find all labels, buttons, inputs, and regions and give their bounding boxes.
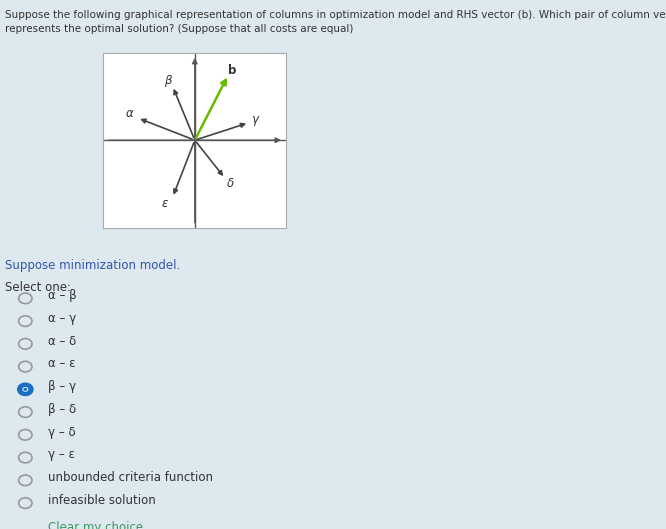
Text: Suppose minimization model.: Suppose minimization model. xyxy=(5,259,180,272)
Text: γ – δ: γ – δ xyxy=(48,426,75,439)
Text: β – γ: β – γ xyxy=(48,380,76,393)
Text: α: α xyxy=(126,107,133,120)
Text: Select one:: Select one: xyxy=(5,281,71,295)
Text: unbounded criteria function: unbounded criteria function xyxy=(48,471,213,484)
Text: γ – ε: γ – ε xyxy=(48,449,75,461)
Text: β – δ: β – δ xyxy=(48,403,76,416)
Text: β: β xyxy=(164,74,171,87)
Text: γ: γ xyxy=(251,113,258,126)
Text: Suppose the following graphical representation of columns in optimization model : Suppose the following graphical represen… xyxy=(5,10,666,20)
Text: ε: ε xyxy=(161,197,168,209)
Text: α – ε: α – ε xyxy=(48,358,75,370)
Text: α – δ: α – δ xyxy=(48,335,76,348)
Text: b: b xyxy=(228,65,236,77)
Text: Clear my choice: Clear my choice xyxy=(48,522,143,529)
Text: α – γ: α – γ xyxy=(48,312,76,325)
Text: α – β: α – β xyxy=(48,289,77,302)
Text: represents the optimal solution? (Suppose that all costs are equal): represents the optimal solution? (Suppos… xyxy=(5,24,354,34)
Text: infeasible solution: infeasible solution xyxy=(48,494,156,507)
Text: δ: δ xyxy=(227,177,234,190)
